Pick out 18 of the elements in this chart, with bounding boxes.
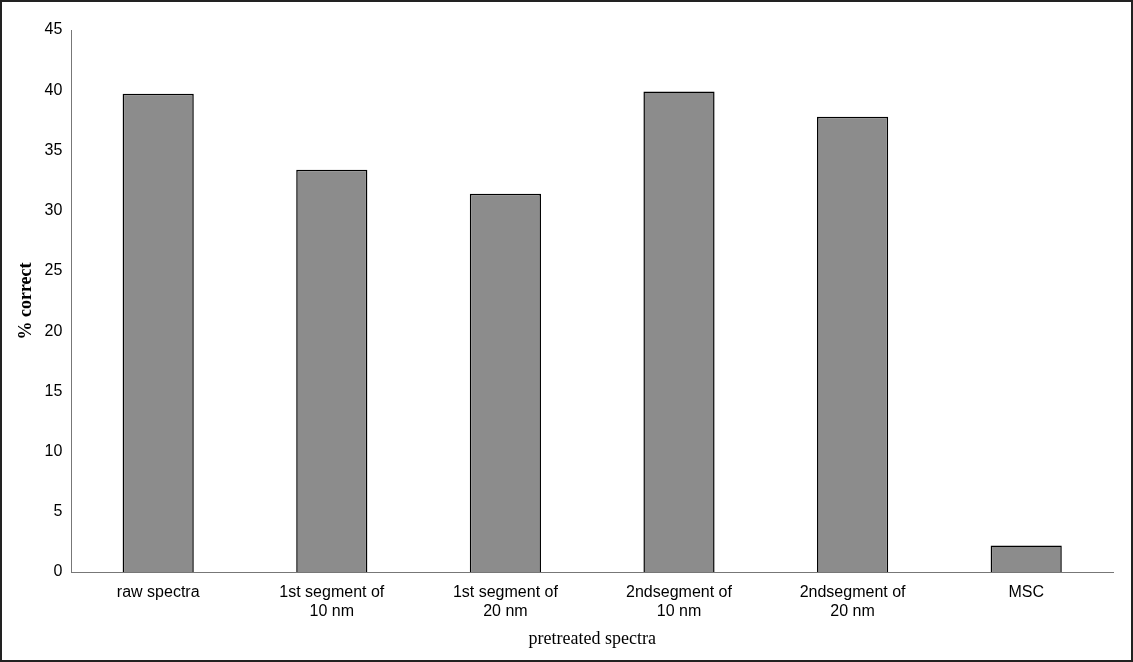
x-tick-label: 1st segment of 20 nm (452, 583, 559, 620)
x-tick-label: 2ndsegment of 20 nm (799, 583, 907, 620)
x-tick-label: MSC (1008, 583, 1044, 601)
x-tick-label: 1st segment of 10 nm (279, 583, 385, 620)
y-tick-label: 10 (44, 441, 63, 459)
y-tick-label: 25 (44, 261, 63, 279)
y-tick-label: 20 (44, 321, 63, 339)
y-tick-label: 0 (53, 562, 63, 580)
y-tick-label: 35 (44, 140, 63, 158)
y-tick-label: 45 (44, 20, 63, 38)
x-tick-label: 2ndsegment of 10 nm (626, 583, 733, 620)
y-tick-label: 15 (44, 381, 63, 399)
y-tick-label: 40 (44, 80, 63, 98)
x-axis-title: pretreated spectra (528, 627, 656, 648)
y-tick-label: 30 (44, 201, 63, 219)
y-axis-title: % correct (15, 262, 36, 340)
y-tick-label: 5 (53, 502, 63, 520)
x-tick-label: raw spectra (116, 583, 200, 601)
